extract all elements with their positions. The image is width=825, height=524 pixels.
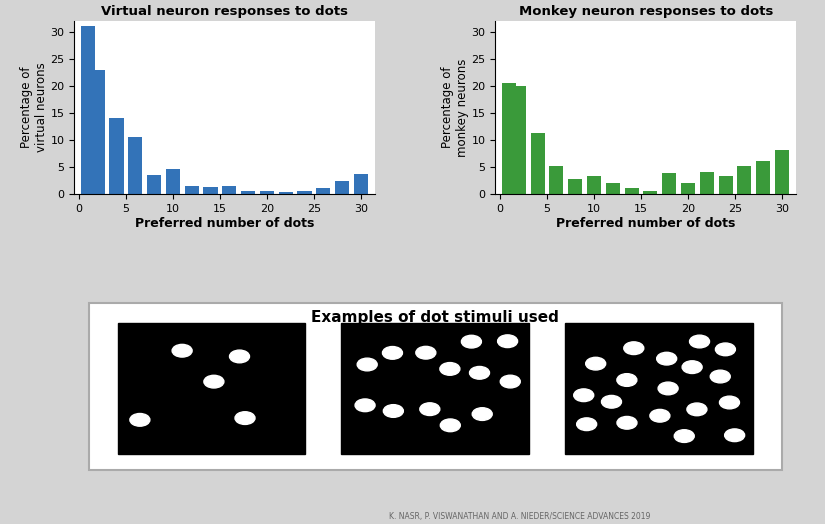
Bar bbox=[222, 185, 237, 194]
Bar bbox=[662, 172, 676, 194]
Bar bbox=[147, 176, 161, 194]
Bar bbox=[129, 137, 143, 194]
Bar bbox=[316, 188, 330, 194]
Bar bbox=[530, 133, 544, 194]
Bar bbox=[565, 323, 753, 454]
Bar bbox=[298, 191, 312, 194]
Bar bbox=[185, 185, 199, 194]
Title: Virtual neuron responses to dots: Virtual neuron responses to dots bbox=[101, 5, 348, 18]
Bar bbox=[625, 188, 639, 194]
X-axis label: Preferred number of dots: Preferred number of dots bbox=[135, 217, 314, 230]
Bar bbox=[502, 83, 516, 194]
Bar bbox=[110, 118, 124, 194]
Title: Monkey neuron responses to dots: Monkey neuron responses to dots bbox=[519, 5, 773, 18]
Bar bbox=[549, 166, 563, 194]
Bar bbox=[681, 183, 695, 194]
Y-axis label: Percentage of
virtual neurons: Percentage of virtual neurons bbox=[20, 63, 48, 152]
Bar bbox=[738, 166, 752, 194]
Bar bbox=[204, 187, 218, 194]
Bar bbox=[512, 86, 526, 194]
Bar bbox=[568, 179, 582, 194]
Bar bbox=[335, 181, 349, 194]
Bar bbox=[606, 183, 620, 194]
Bar bbox=[279, 192, 293, 194]
Bar bbox=[117, 323, 305, 454]
Bar bbox=[644, 191, 658, 194]
FancyBboxPatch shape bbox=[89, 303, 782, 470]
Bar bbox=[700, 172, 714, 194]
Bar bbox=[719, 176, 733, 194]
Y-axis label: Percentage of
monkey neurons: Percentage of monkey neurons bbox=[441, 59, 469, 157]
Bar bbox=[354, 174, 368, 194]
Bar bbox=[587, 176, 601, 194]
Bar bbox=[757, 161, 771, 194]
Bar bbox=[775, 150, 789, 194]
X-axis label: Preferred number of dots: Preferred number of dots bbox=[556, 217, 735, 230]
Bar bbox=[342, 323, 529, 454]
Bar bbox=[260, 191, 274, 194]
Bar bbox=[166, 169, 180, 194]
Text: Examples of dot stimuli used: Examples of dot stimuli used bbox=[311, 310, 559, 325]
Bar bbox=[241, 191, 255, 194]
Bar bbox=[82, 26, 96, 194]
Text: K. NASR, P. VISWANATHAN AND A. NIEDER/SCIENCE ADVANCES 2019: K. NASR, P. VISWANATHAN AND A. NIEDER/SC… bbox=[389, 512, 650, 521]
Bar bbox=[91, 70, 105, 194]
